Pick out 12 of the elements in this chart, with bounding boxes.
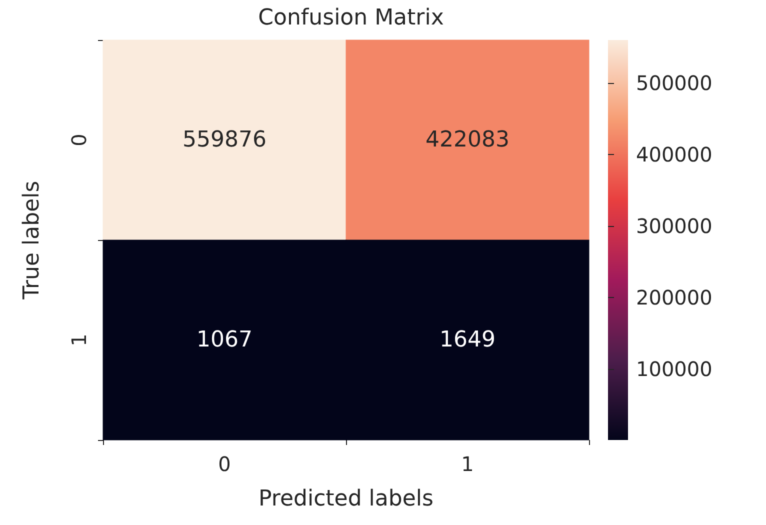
data-label: 1649: [440, 328, 496, 352]
x-axis-title: Predicted labels: [258, 486, 434, 512]
y-axis-title: True labels: [20, 180, 44, 300]
color-bar-label: 500000: [636, 70, 712, 95]
chart-title: Confusion Matrix: [258, 6, 444, 30]
color-bar-label: 200000: [636, 286, 712, 310]
data-label: 559876: [182, 128, 266, 152]
data-label: 422083: [426, 128, 510, 152]
color-bar-label: 400000: [636, 142, 712, 166]
data-label: 1067: [196, 328, 252, 352]
color-bar-label: 300000: [636, 214, 712, 238]
color-bar-label: 100000: [636, 357, 712, 382]
